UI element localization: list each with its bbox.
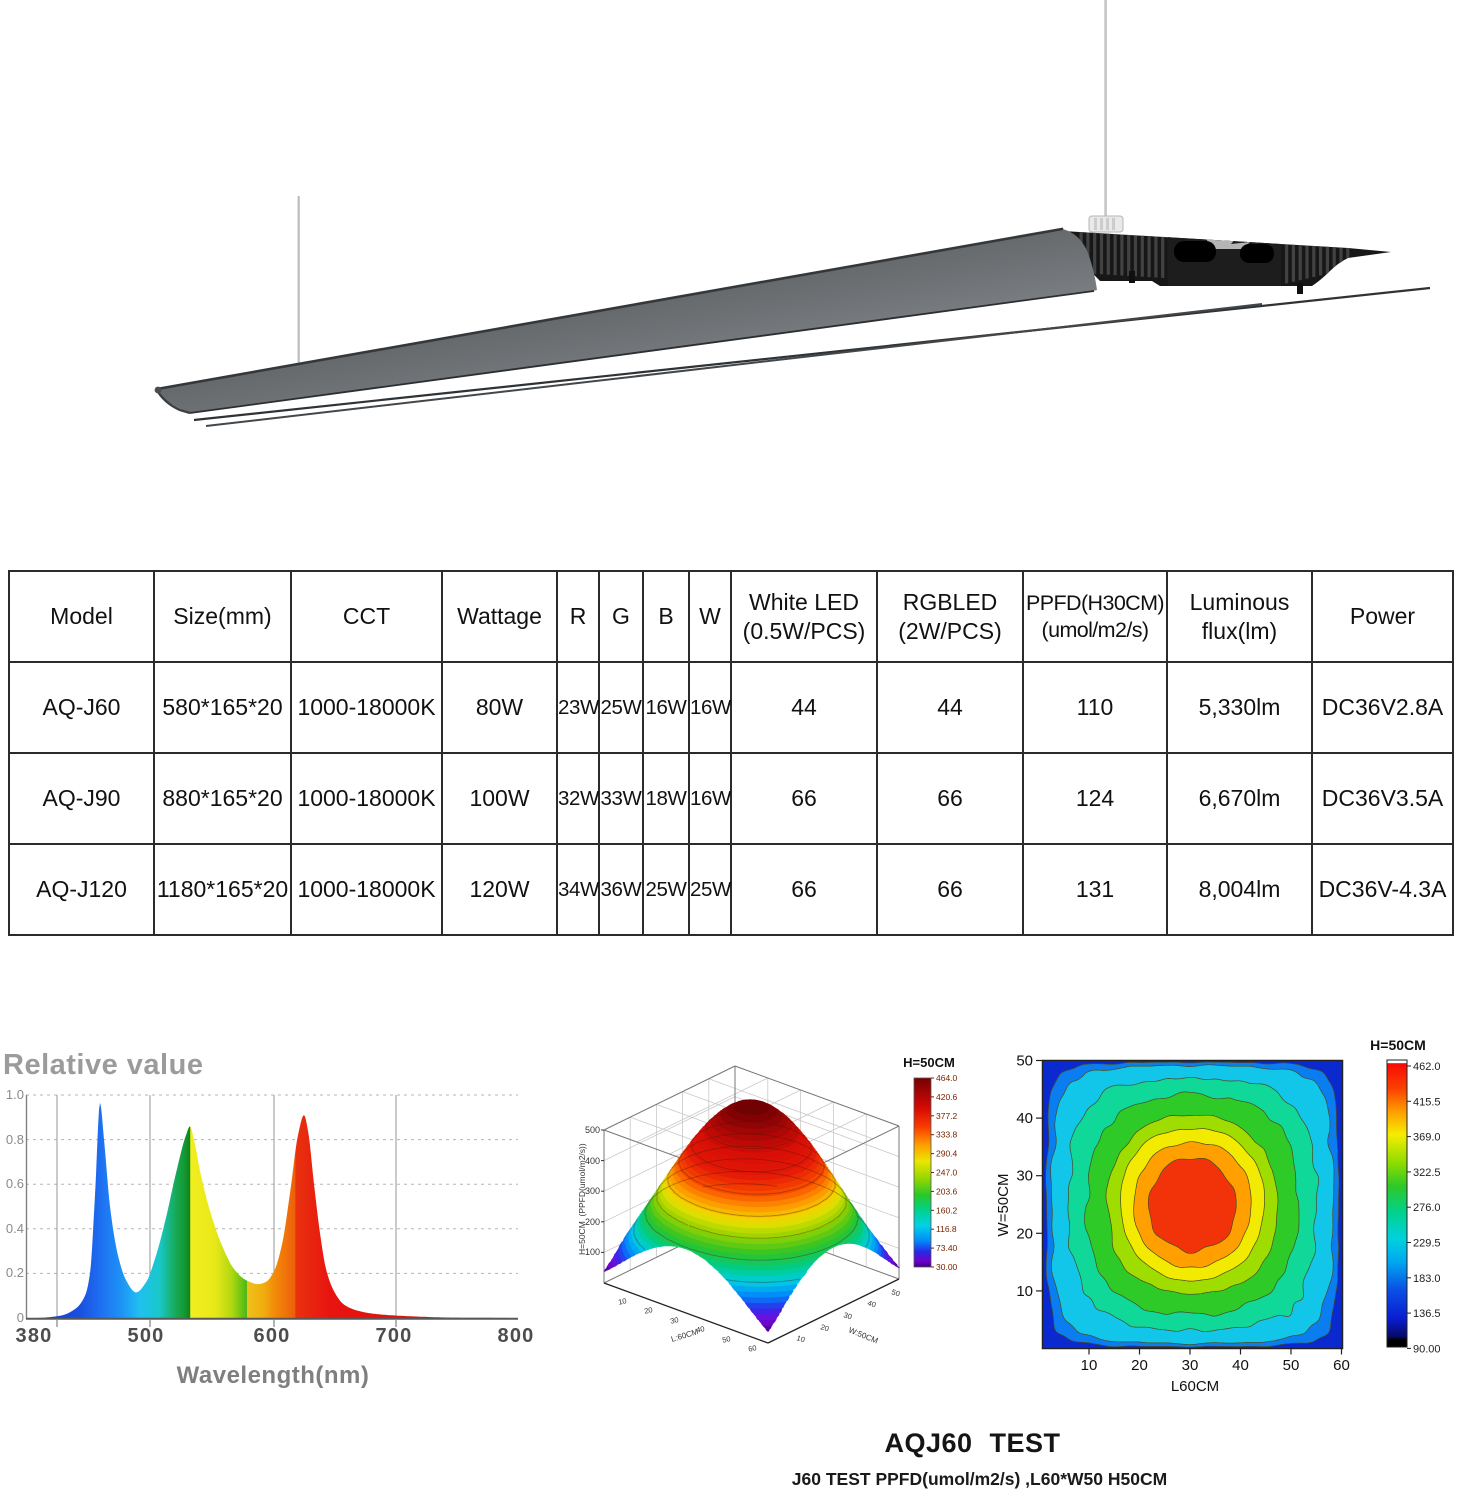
svg-text:100: 100 bbox=[585, 1247, 600, 1257]
svg-text:462.0: 462.0 bbox=[1413, 1061, 1441, 1073]
svg-text:W=50CM: W=50CM bbox=[995, 1174, 1012, 1237]
svg-text:400: 400 bbox=[585, 1156, 600, 1166]
svg-text:30: 30 bbox=[669, 1315, 679, 1326]
svg-text:30.00: 30.00 bbox=[936, 1262, 958, 1272]
svg-text:369.0: 369.0 bbox=[1413, 1132, 1441, 1144]
svg-text:40: 40 bbox=[1016, 1110, 1033, 1127]
svg-text:380: 380 bbox=[16, 1325, 53, 1347]
svg-text:50: 50 bbox=[1283, 1357, 1300, 1374]
svg-text:116.8: 116.8 bbox=[936, 1224, 957, 1234]
svg-text:322.5: 322.5 bbox=[1413, 1167, 1441, 1179]
svg-text:90.00: 90.00 bbox=[1413, 1343, 1441, 1355]
svg-text:60: 60 bbox=[1333, 1357, 1350, 1374]
svg-text:377.2: 377.2 bbox=[936, 1111, 958, 1121]
svg-text:183.0: 183.0 bbox=[1413, 1273, 1441, 1285]
svg-text:203.6: 203.6 bbox=[936, 1186, 958, 1196]
svg-text:800: 800 bbox=[498, 1325, 535, 1347]
svg-text:229.5: 229.5 bbox=[1413, 1238, 1441, 1250]
svg-text:420.6: 420.6 bbox=[936, 1092, 958, 1102]
svg-text:0.4: 0.4 bbox=[6, 1221, 24, 1236]
svg-text:30: 30 bbox=[842, 1310, 853, 1321]
svg-text:415.5: 415.5 bbox=[1413, 1096, 1441, 1108]
svg-text:1.0: 1.0 bbox=[6, 1087, 24, 1102]
svg-text:600: 600 bbox=[254, 1325, 291, 1347]
svg-text:0: 0 bbox=[17, 1310, 24, 1325]
svg-text:700: 700 bbox=[376, 1325, 413, 1347]
svg-text:H=50CM: H=50CM bbox=[903, 1055, 955, 1070]
svg-text:500: 500 bbox=[585, 1125, 600, 1135]
svg-text:300: 300 bbox=[585, 1186, 600, 1196]
svg-text:20: 20 bbox=[643, 1305, 653, 1316]
svg-text:40: 40 bbox=[1232, 1357, 1249, 1374]
svg-text:L60CM: L60CM bbox=[1171, 1378, 1219, 1395]
svg-text:10: 10 bbox=[617, 1296, 627, 1307]
svg-text:20: 20 bbox=[819, 1322, 830, 1333]
svg-text:136.5: 136.5 bbox=[1413, 1308, 1441, 1320]
svg-text:500: 500 bbox=[128, 1325, 165, 1347]
svg-text:H=50CM: H=50CM bbox=[1370, 1040, 1426, 1053]
svg-text:50: 50 bbox=[721, 1334, 731, 1345]
svg-text:0.8: 0.8 bbox=[6, 1132, 24, 1147]
svg-text:160.2: 160.2 bbox=[936, 1205, 958, 1215]
svg-text:276.0: 276.0 bbox=[1413, 1202, 1441, 1214]
svg-text:W:50CM: W:50CM bbox=[847, 1326, 879, 1346]
svg-text:20: 20 bbox=[1016, 1225, 1033, 1242]
svg-text:333.8: 333.8 bbox=[936, 1130, 958, 1140]
svg-text:Relative value: Relative value bbox=[3, 1049, 203, 1081]
svg-text:290.4: 290.4 bbox=[936, 1149, 958, 1159]
svg-text:20: 20 bbox=[1131, 1357, 1148, 1374]
svg-text:50: 50 bbox=[1016, 1053, 1033, 1070]
svg-text:0.2: 0.2 bbox=[6, 1265, 24, 1280]
svg-text:30: 30 bbox=[1016, 1168, 1033, 1185]
svg-text:247.0: 247.0 bbox=[936, 1168, 958, 1178]
svg-text:464.0: 464.0 bbox=[936, 1073, 958, 1083]
svg-text:73.40: 73.40 bbox=[936, 1243, 958, 1253]
svg-text:40: 40 bbox=[695, 1324, 705, 1335]
svg-text:40: 40 bbox=[866, 1298, 877, 1309]
svg-text:10: 10 bbox=[1016, 1283, 1033, 1300]
svg-text:10: 10 bbox=[795, 1333, 806, 1344]
svg-text:L:60CM: L:60CM bbox=[670, 1327, 700, 1344]
svg-text:30: 30 bbox=[1182, 1357, 1199, 1374]
svg-text:60: 60 bbox=[747, 1343, 757, 1354]
svg-text:200: 200 bbox=[585, 1217, 600, 1227]
svg-text:0.6: 0.6 bbox=[6, 1176, 24, 1191]
svg-text:50: 50 bbox=[890, 1287, 901, 1298]
svg-text:Wavelength(nm): Wavelength(nm) bbox=[177, 1362, 370, 1389]
svg-text:10: 10 bbox=[1081, 1357, 1098, 1374]
svg-text:H=50CM (PPFD(umol/m2/s)): H=50CM (PPFD(umol/m2/s)) bbox=[577, 1143, 587, 1255]
